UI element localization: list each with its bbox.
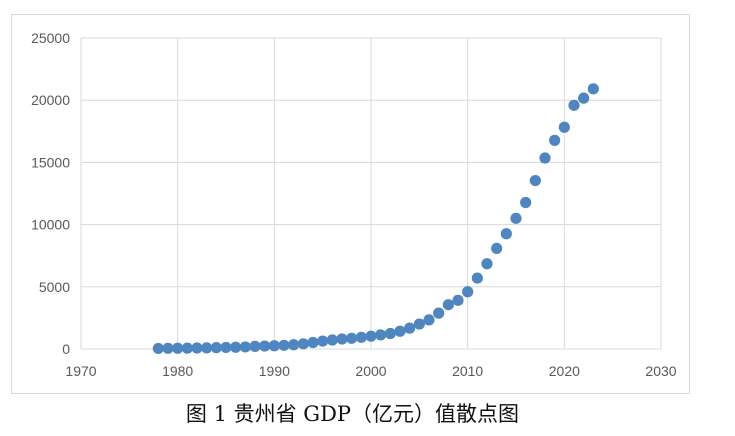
data-point bbox=[239, 341, 251, 353]
x-tick-label: 2020 bbox=[549, 363, 580, 379]
chart-frame bbox=[11, 14, 690, 394]
data-point bbox=[549, 134, 561, 146]
data-point bbox=[520, 196, 532, 209]
data-point bbox=[413, 318, 425, 330]
data-point bbox=[500, 228, 512, 240]
data-point bbox=[297, 338, 309, 350]
data-point bbox=[558, 121, 570, 133]
data-point bbox=[191, 342, 203, 354]
x-tick-label: 2000 bbox=[355, 363, 386, 379]
y-tick-label: 10000 bbox=[31, 217, 70, 233]
y-tick-label: 15000 bbox=[31, 154, 70, 170]
data-point bbox=[578, 92, 590, 104]
data-point bbox=[587, 83, 599, 95]
data-point bbox=[375, 329, 387, 341]
data-point bbox=[568, 99, 580, 111]
data-point bbox=[529, 174, 541, 187]
gridlines bbox=[80, 37, 662, 350]
data-point bbox=[452, 294, 464, 306]
y-tick-label: 0 bbox=[62, 341, 70, 357]
data-point bbox=[346, 332, 358, 344]
y-tick-label: 20000 bbox=[31, 92, 70, 108]
data-point bbox=[365, 330, 377, 342]
data-point bbox=[462, 286, 474, 298]
y-tick-label: 5000 bbox=[39, 279, 70, 295]
data-point bbox=[268, 340, 280, 352]
data-point bbox=[288, 339, 300, 351]
data-point bbox=[307, 336, 319, 349]
data-point bbox=[481, 258, 493, 270]
data-point bbox=[433, 307, 445, 319]
y-tick-label: 25000 bbox=[31, 30, 70, 46]
data-point bbox=[423, 314, 435, 326]
figure-caption: 图 1 贵州省 GDP（亿元）值散点图 bbox=[185, 402, 520, 426]
x-tick-label: 1970 bbox=[65, 363, 96, 379]
data-point bbox=[210, 342, 222, 354]
data-point bbox=[326, 334, 338, 346]
data-point bbox=[336, 333, 348, 345]
x-tick-label: 1990 bbox=[259, 363, 290, 379]
data-point bbox=[355, 331, 367, 343]
data-points bbox=[152, 83, 599, 355]
data-point bbox=[249, 340, 261, 352]
x-tick-label: 2030 bbox=[645, 363, 676, 379]
x-tick-label: 2010 bbox=[452, 363, 483, 379]
data-point bbox=[162, 342, 174, 354]
data-point bbox=[510, 212, 522, 224]
data-point bbox=[230, 341, 242, 353]
data-point bbox=[471, 272, 483, 284]
x-tick-label: 1980 bbox=[162, 363, 193, 379]
data-point bbox=[384, 327, 396, 340]
x-tick-labels: 1970 1980 1990 2000 2010 2020 2030 bbox=[65, 363, 676, 379]
data-point bbox=[181, 342, 193, 354]
data-point bbox=[539, 152, 551, 164]
data-point bbox=[201, 342, 213, 354]
data-point bbox=[394, 325, 406, 337]
data-point bbox=[442, 299, 454, 311]
data-point bbox=[259, 340, 271, 352]
data-point bbox=[278, 339, 290, 351]
data-point bbox=[152, 342, 164, 355]
y-tick-labels: 0 5000 10000 15000 20000 25000 bbox=[31, 30, 70, 357]
data-point bbox=[491, 242, 503, 254]
data-point bbox=[317, 335, 329, 347]
data-point bbox=[404, 322, 416, 334]
data-point bbox=[172, 342, 184, 354]
data-point bbox=[220, 341, 232, 354]
